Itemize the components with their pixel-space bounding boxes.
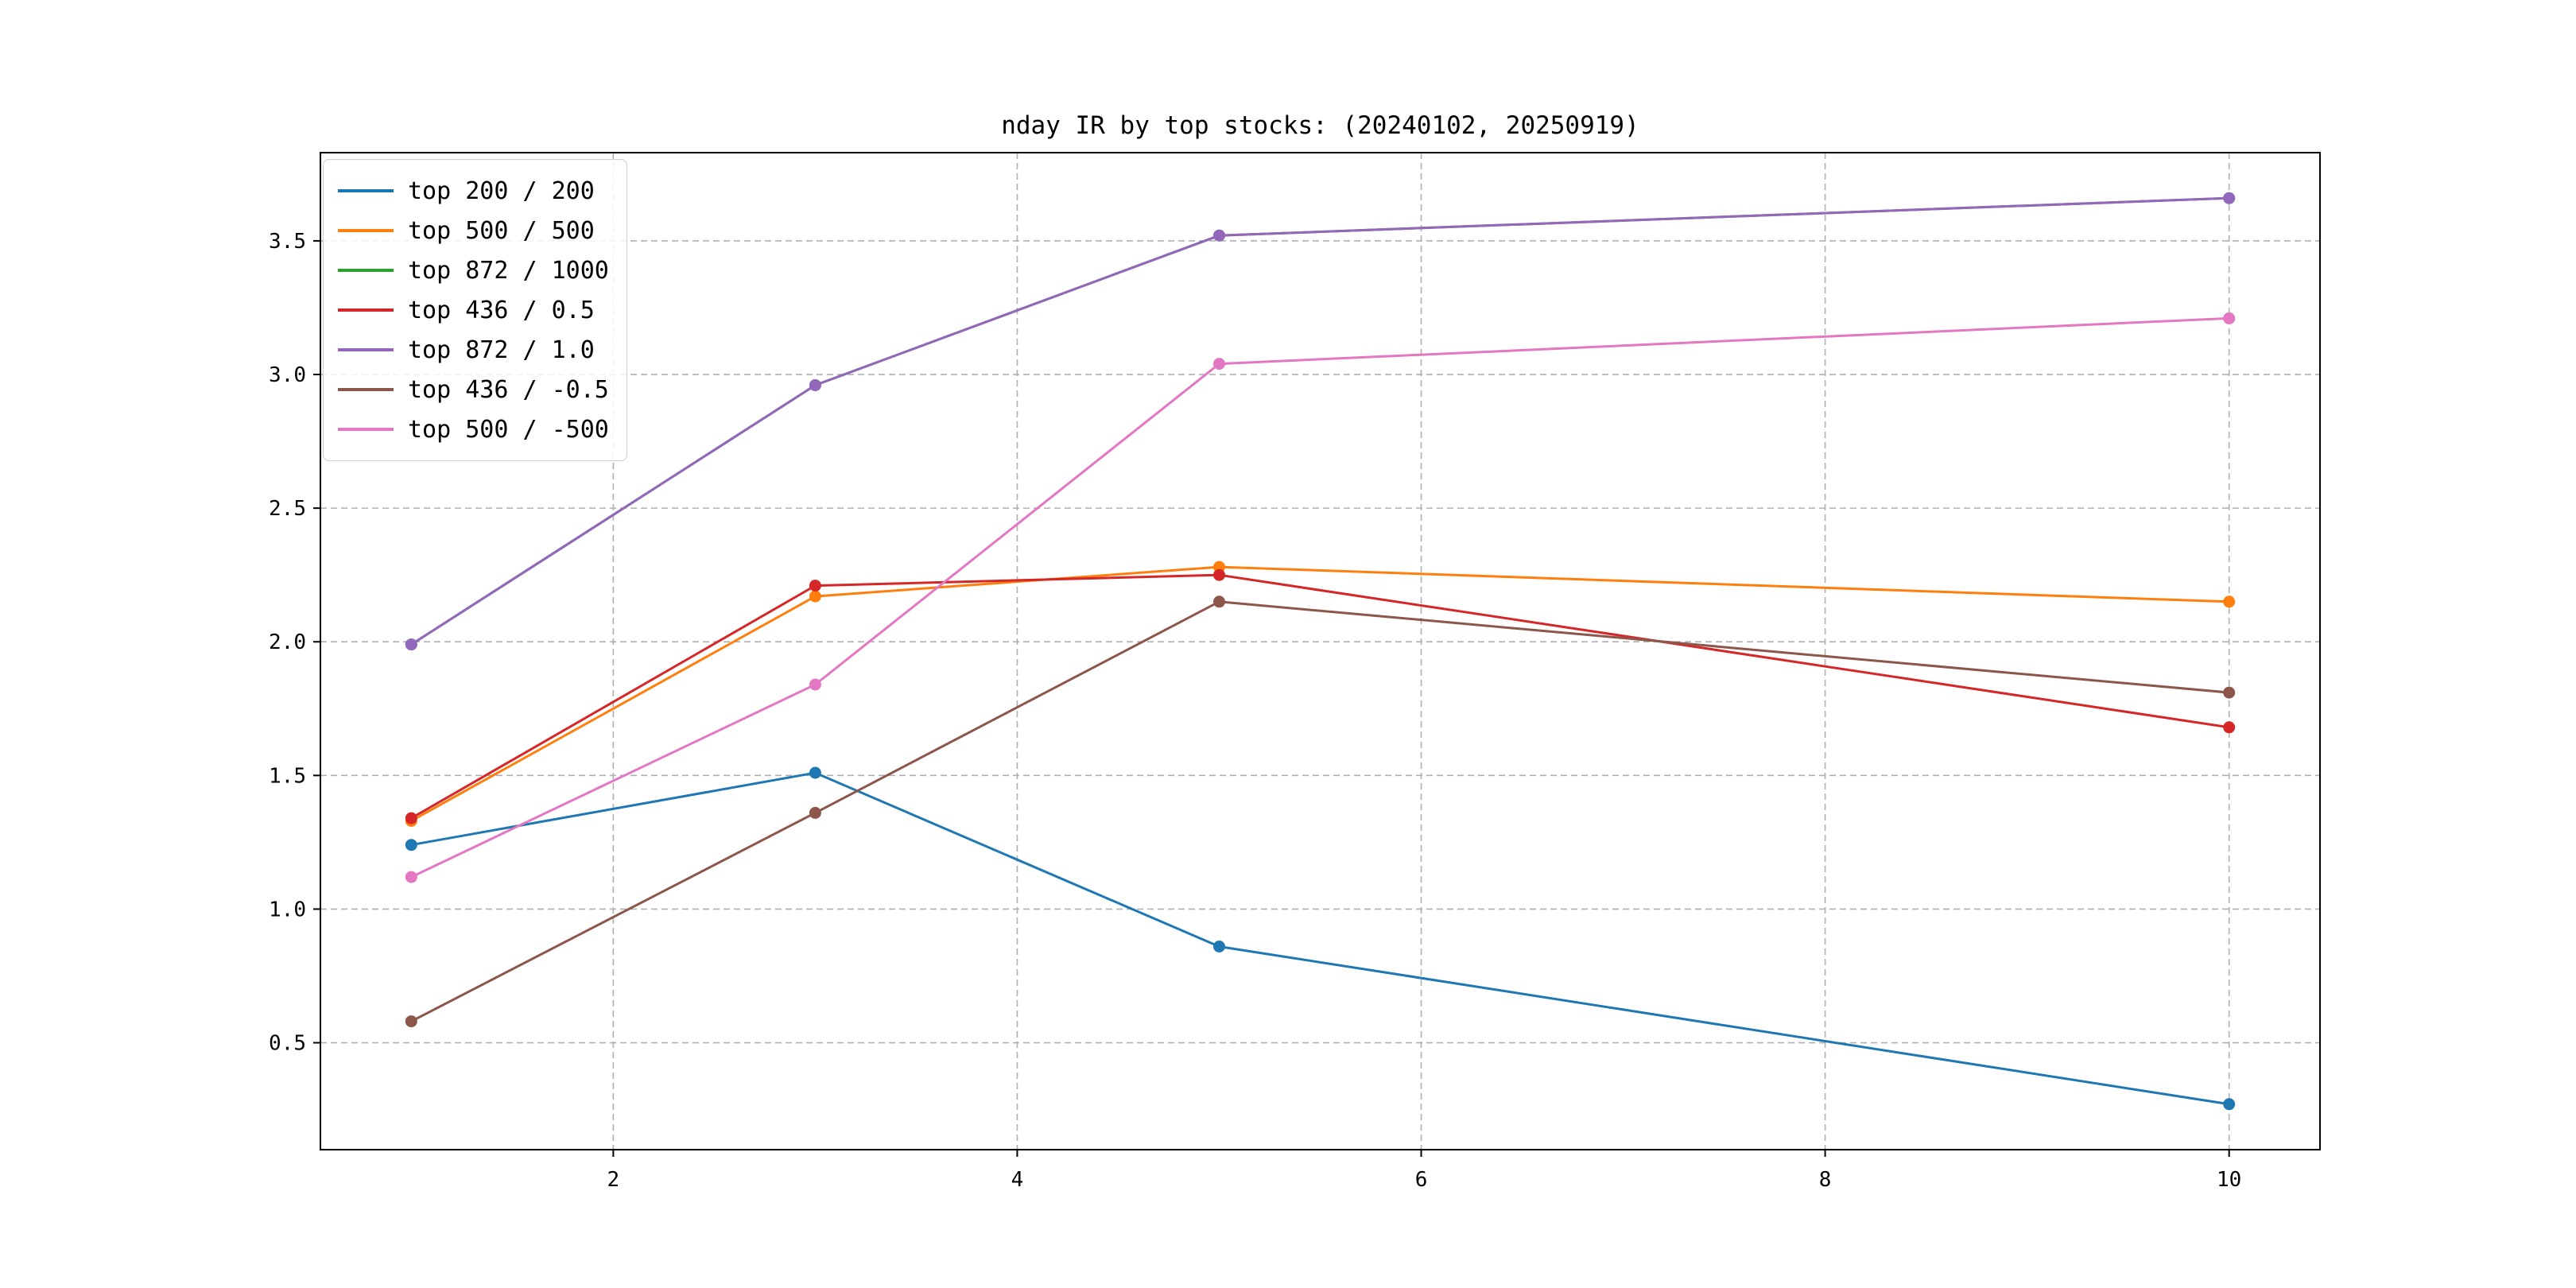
series-marker: [809, 580, 821, 592]
y-tick-label: 3.0: [269, 363, 306, 387]
series-marker: [809, 678, 821, 691]
series-marker: [405, 839, 417, 852]
series-marker: [1213, 568, 1225, 581]
legend-item: top 872 / 1.0: [338, 330, 609, 370]
legend-swatch: [338, 229, 394, 232]
legend-swatch: [338, 308, 394, 312]
series-marker: [809, 766, 821, 779]
y-tick-label: 0.5: [269, 1032, 306, 1056]
legend-item-label: top 872 / 1.0: [408, 336, 595, 364]
series-marker: [405, 638, 417, 651]
series-line: [410, 196, 2229, 646]
series-marker: [2223, 1098, 2236, 1111]
legend-item-label: top 436 / -0.5: [408, 375, 609, 404]
series-marker: [1213, 596, 1225, 608]
series-line: [411, 771, 2229, 1106]
legend-swatch: [338, 348, 394, 351]
series-marker: [1213, 229, 1225, 242]
legend-swatch: [338, 388, 394, 391]
series-marker: [405, 871, 417, 883]
chart-title: nday IR by top stocks: (20240102, 202509…: [1001, 111, 1639, 140]
series-marker: [809, 590, 821, 603]
series-line: [410, 573, 2229, 820]
legend-item-label: top 436 / 0.5: [408, 296, 595, 324]
y-tick-label: 2.0: [269, 630, 306, 654]
y-tick-label: 1.5: [269, 764, 306, 788]
legend-swatch: [338, 269, 394, 272]
x-tick-label: 10: [2217, 1168, 2241, 1192]
legend-item-label: top 872 / 1000: [408, 256, 609, 285]
y-tick-label: 3.5: [269, 230, 306, 254]
series-marker: [2223, 192, 2236, 204]
series-marker: [2223, 312, 2236, 324]
x-tick-label: 8: [1819, 1168, 1832, 1192]
legend-item: top 436 / -0.5: [338, 370, 609, 409]
series-line: [410, 196, 2229, 646]
legend-item-label: top 500 / 500: [408, 216, 595, 245]
legend: top 200 / 200 top 500 / 500 top 872 / 1000…: [323, 159, 627, 461]
series-marker: [405, 1015, 417, 1028]
series-line: [410, 316, 2229, 879]
series-marker: [2223, 686, 2236, 699]
series-marker: [405, 812, 417, 824]
series-marker: [2223, 596, 2236, 608]
legend-item: top 872 / 1000: [338, 250, 609, 290]
x-tick-label: 4: [1011, 1168, 1024, 1192]
x-tick-label: 2: [607, 1168, 620, 1192]
legend-item: top 500 / 500: [338, 211, 609, 250]
series-marker: [809, 806, 821, 819]
y-tick-label: 2.5: [269, 497, 306, 521]
series-line: [410, 565, 2229, 822]
legend-swatch: [338, 189, 394, 192]
legend-item-label: top 200 / 200: [408, 177, 595, 205]
series-line: [410, 600, 2229, 1022]
series-marker: [2223, 721, 2236, 734]
x-tick-label: 6: [1415, 1168, 1428, 1192]
legend-item: top 500 / -500: [338, 409, 609, 449]
series-marker: [1213, 358, 1225, 370]
legend-item: top 200 / 200: [338, 171, 609, 211]
legend-swatch: [338, 428, 394, 431]
legend-item-label: top 500 / -500: [408, 415, 609, 444]
series-marker: [1213, 941, 1225, 952]
plot-border: [320, 152, 2321, 1150]
y-tick-label: 1.0: [269, 898, 306, 921]
series-marker: [809, 379, 821, 391]
legend-item: top 436 / 0.5: [338, 290, 609, 330]
